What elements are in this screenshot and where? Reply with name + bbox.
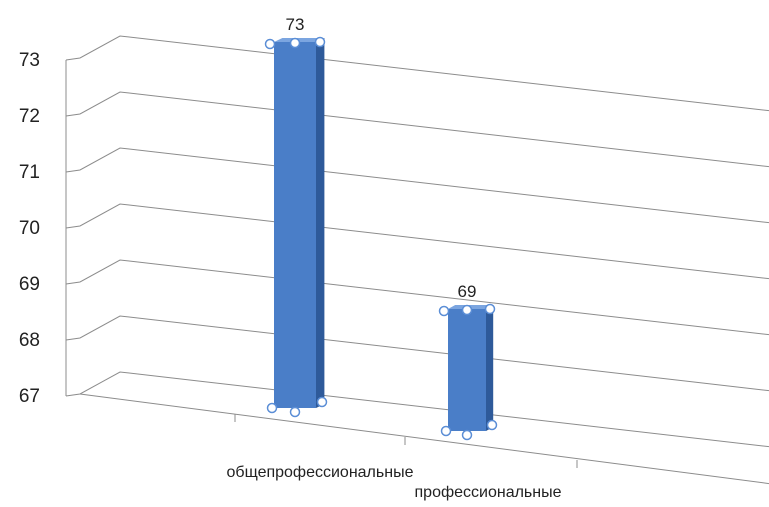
selection-handle[interactable] [266,402,278,414]
selection-handle[interactable] [289,406,301,418]
selection-handle[interactable] [438,305,450,317]
category-label-2: профессиональные [415,484,562,501]
selection-handle[interactable] [264,38,276,50]
data-label-1: 73 [286,15,305,34]
gridline [65,371,769,448]
gridline [65,147,769,224]
gridline [65,259,769,336]
y-tick-label: 67 [19,386,40,407]
selection-handle[interactable] [314,36,326,48]
bar-front-2 [448,309,486,431]
y-tick-label: 68 [19,330,40,351]
bar-side-1 [316,38,325,408]
selection-handle[interactable] [289,37,301,49]
y-tick-label: 72 [19,106,40,127]
x-axis-line [79,393,769,485]
axes [65,60,769,485]
y-tick-label: 73 [19,50,40,71]
selection-handle[interactable] [486,419,498,431]
y-tick-label: 70 [19,218,40,239]
y-tick-label: 69 [19,274,40,295]
selection-handle[interactable] [484,303,496,315]
selection-handle[interactable] [461,304,473,316]
y-tick-label: 71 [19,162,40,183]
gridline [65,91,769,168]
bars [264,36,498,441]
selection-handle[interactable] [440,425,452,437]
selection-handle[interactable] [316,396,328,408]
gridlines [65,35,769,448]
bar-side-2 [486,305,494,431]
category-label-1: общепрофессиональные [227,464,414,481]
selection-handle[interactable] [461,429,473,441]
data-label-2: 69 [458,282,477,301]
gridline [65,315,769,392]
bar-front-1 [274,42,316,408]
gridline [65,35,769,112]
gridline [65,203,769,280]
labels: 73 72 71 70 69 68 67 73 69 общепрофессиональныепр… [19,15,562,501]
